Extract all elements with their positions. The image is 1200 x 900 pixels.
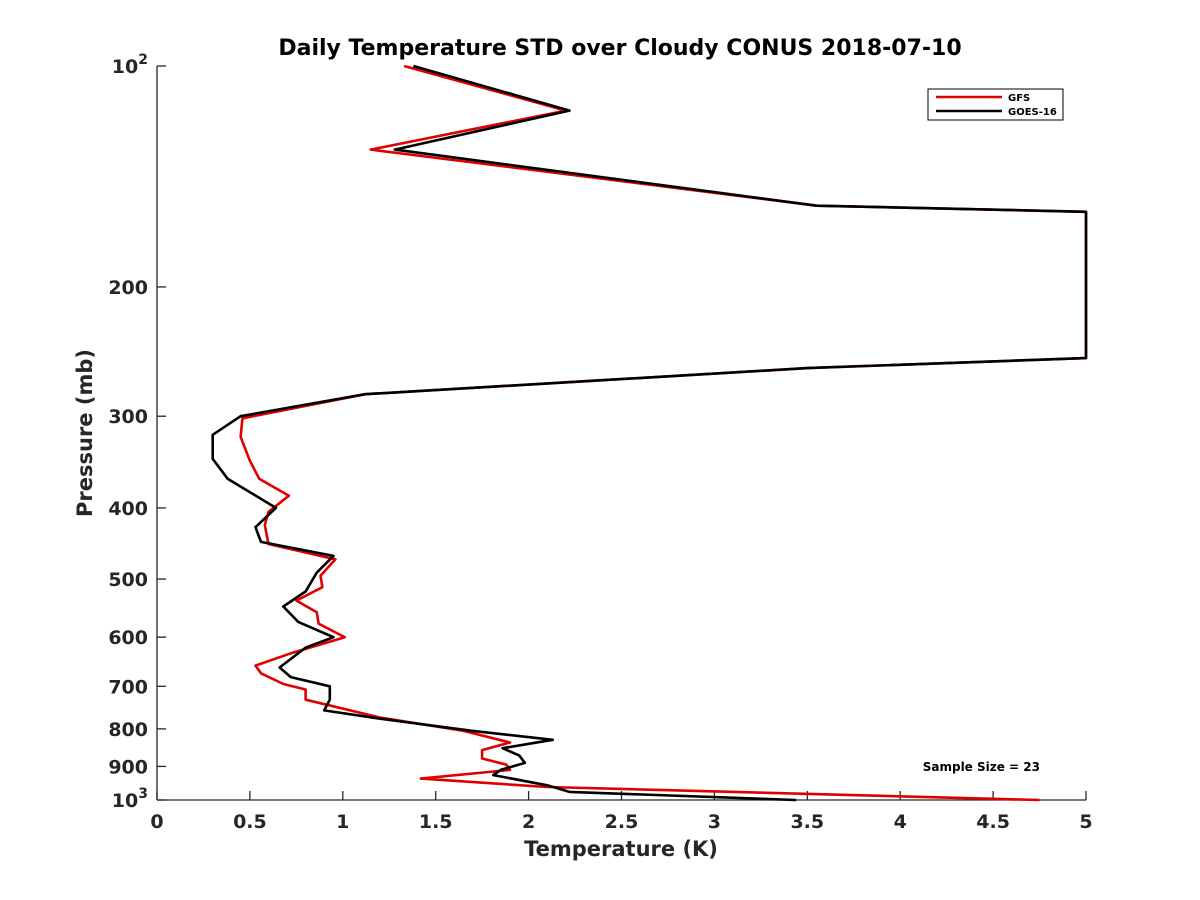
y-tick-label: 400	[108, 498, 148, 520]
x-ticks: 0 0.5 1 1.5 2 2.5 3 3.5 4 4.5 5	[150, 791, 1093, 833]
y-tick-label: 200	[108, 277, 148, 299]
y-tick-label: 800	[108, 719, 148, 741]
chart-title: Daily Temperature STD over Cloudy CONUS …	[278, 36, 961, 61]
y-tick-label-base: 500	[108, 569, 148, 591]
x-tick-label: 2.5	[605, 811, 639, 833]
y-tick-label-base: 700	[108, 676, 148, 698]
x-tick-label: 4.5	[976, 811, 1010, 833]
x-tick-label: 2	[522, 811, 535, 833]
series-layer	[211, 64, 1088, 802]
y-axis-title: Pressure (mb)	[73, 349, 97, 517]
x-tick-label: 3.5	[790, 811, 824, 833]
y-tick-label-base: 200	[108, 277, 148, 299]
y-tick-label: 700	[108, 676, 148, 698]
x-tick-label: 0.5	[233, 811, 267, 833]
y-tick-label-base: 800	[108, 719, 148, 741]
x-tick-label: 4	[894, 811, 907, 833]
x-axis-title: Temperature (K)	[524, 837, 718, 861]
y-tick-label-exponent: 2	[138, 52, 148, 68]
y-tick-label: 300	[108, 406, 148, 428]
series-line-goes16	[211, 64, 1088, 802]
y-tick-label-base: 600	[108, 627, 148, 649]
y-tick-label-base: 10	[112, 56, 138, 78]
y-tick-label-exponent: 3	[138, 786, 148, 802]
legend-label-goes16: GOES-16	[1008, 107, 1057, 118]
y-tick-label: 500	[108, 569, 148, 591]
legend-box	[927, 88, 1064, 121]
y-tick-label-base: 400	[108, 498, 148, 520]
legend-label-gfs: GFS	[1008, 93, 1030, 104]
x-tick-label: 1.5	[419, 811, 453, 833]
x-tick-label: 3	[708, 811, 721, 833]
y-tick-label: 103	[112, 786, 148, 812]
sample-size-annotation: Sample Size = 23	[923, 760, 1040, 774]
y-tick-label: 900	[108, 756, 148, 778]
x-tick-label: 0	[150, 811, 163, 833]
y-tick-label: 600	[108, 627, 148, 649]
y-tick-label-base: 10	[112, 790, 138, 812]
x-tick-label: 5	[1079, 811, 1092, 833]
x-tick-label: 1	[336, 811, 349, 833]
y-tick-label-base: 300	[108, 406, 148, 428]
y-tick-label-base: 900	[108, 756, 148, 778]
legend: GFS GOES-16	[927, 88, 1064, 121]
y-tick-label: 102	[112, 52, 148, 78]
